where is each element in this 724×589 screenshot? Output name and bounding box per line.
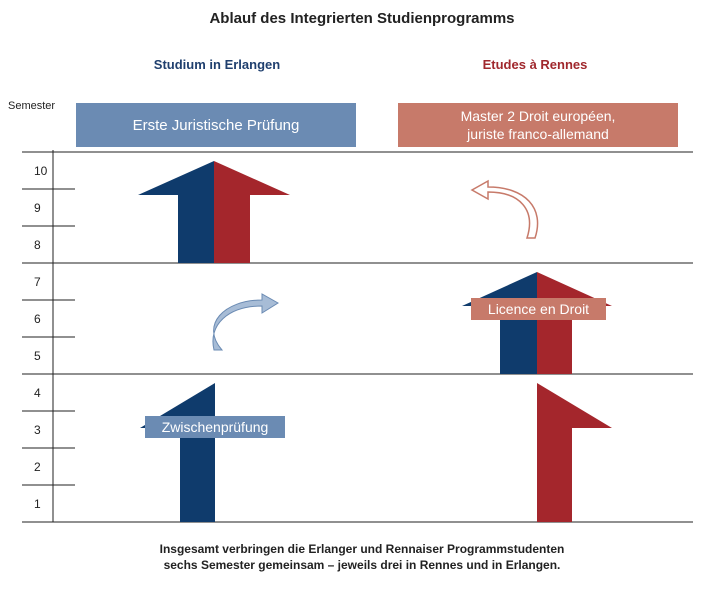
master-droit-europeen-box: Master 2 Droit européen, juriste franco-… bbox=[398, 103, 678, 147]
column-header-erlangen: Studium in Erlangen bbox=[153, 57, 281, 72]
rennes-arrow-sem1-4 bbox=[537, 383, 612, 522]
semester-6: 6 bbox=[34, 312, 41, 326]
zwischenpruefung-label-box: Zwischenprüfung bbox=[145, 416, 285, 438]
semester-axis-label: Semester bbox=[8, 100, 56, 112]
semester-8: 8 bbox=[34, 238, 41, 252]
semester-2: 2 bbox=[34, 460, 41, 474]
column-header-rennes: Etudes à Rennes bbox=[482, 57, 588, 72]
curved-arrow-to-rennes bbox=[212, 293, 279, 351]
licence-en-droit-label: Licence en Droit bbox=[487, 301, 590, 317]
footer-line2: sechs Semester gemeinsam – jeweils drei … bbox=[163, 558, 561, 572]
rennes-arrow-sem5-7-red bbox=[537, 272, 612, 374]
erste-juristische-pruefung-label: Erste Juristische Prüfung bbox=[132, 116, 300, 134]
grid bbox=[22, 150, 693, 523]
semester-5: 5 bbox=[34, 349, 41, 363]
semester-4: 4 bbox=[34, 386, 41, 400]
erlangen-arrow-sem1-4 bbox=[140, 383, 215, 522]
master-line2: juriste franco-allemand bbox=[467, 126, 609, 142]
footer-note: Insgesamt verbringen die Erlanger und Re… bbox=[0, 541, 724, 573]
licence-en-droit-label-box: Licence en Droit bbox=[471, 298, 606, 320]
semester-1: 1 bbox=[34, 497, 41, 511]
semester-7: 7 bbox=[34, 275, 41, 289]
curved-arrow-to-erlangen bbox=[470, 179, 539, 239]
erste-juristische-pruefung-box: Erste Juristische Prüfung bbox=[76, 103, 356, 147]
semester-10: 10 bbox=[34, 164, 48, 178]
erlangen-arrow-sem8-10-red bbox=[214, 161, 290, 263]
erlangen-arrow-sem8-10-blue bbox=[138, 161, 214, 263]
master-line1: Master 2 Droit européen, bbox=[460, 108, 616, 124]
semester-9: 9 bbox=[34, 201, 41, 215]
semester-3: 3 bbox=[34, 423, 41, 437]
rennes-arrow-sem5-7-blue bbox=[462, 272, 537, 374]
diagram-title: Ablauf des Integrierten Studienprogramms bbox=[209, 10, 515, 27]
zwischenpruefung-label: Zwischenprüfung bbox=[161, 419, 269, 435]
footer-line1: Insgesamt verbringen die Erlanger und Re… bbox=[159, 542, 565, 556]
